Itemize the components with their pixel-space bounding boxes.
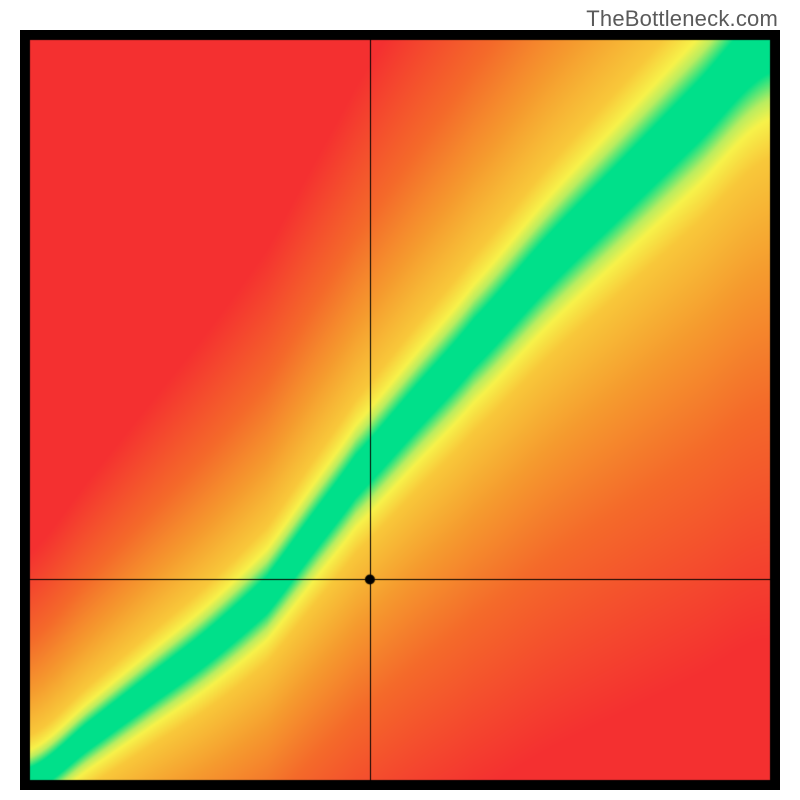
heatmap-plot [20, 30, 780, 790]
watermark-label: TheBottleneck.com [586, 6, 778, 32]
heatmap-canvas [20, 30, 780, 790]
